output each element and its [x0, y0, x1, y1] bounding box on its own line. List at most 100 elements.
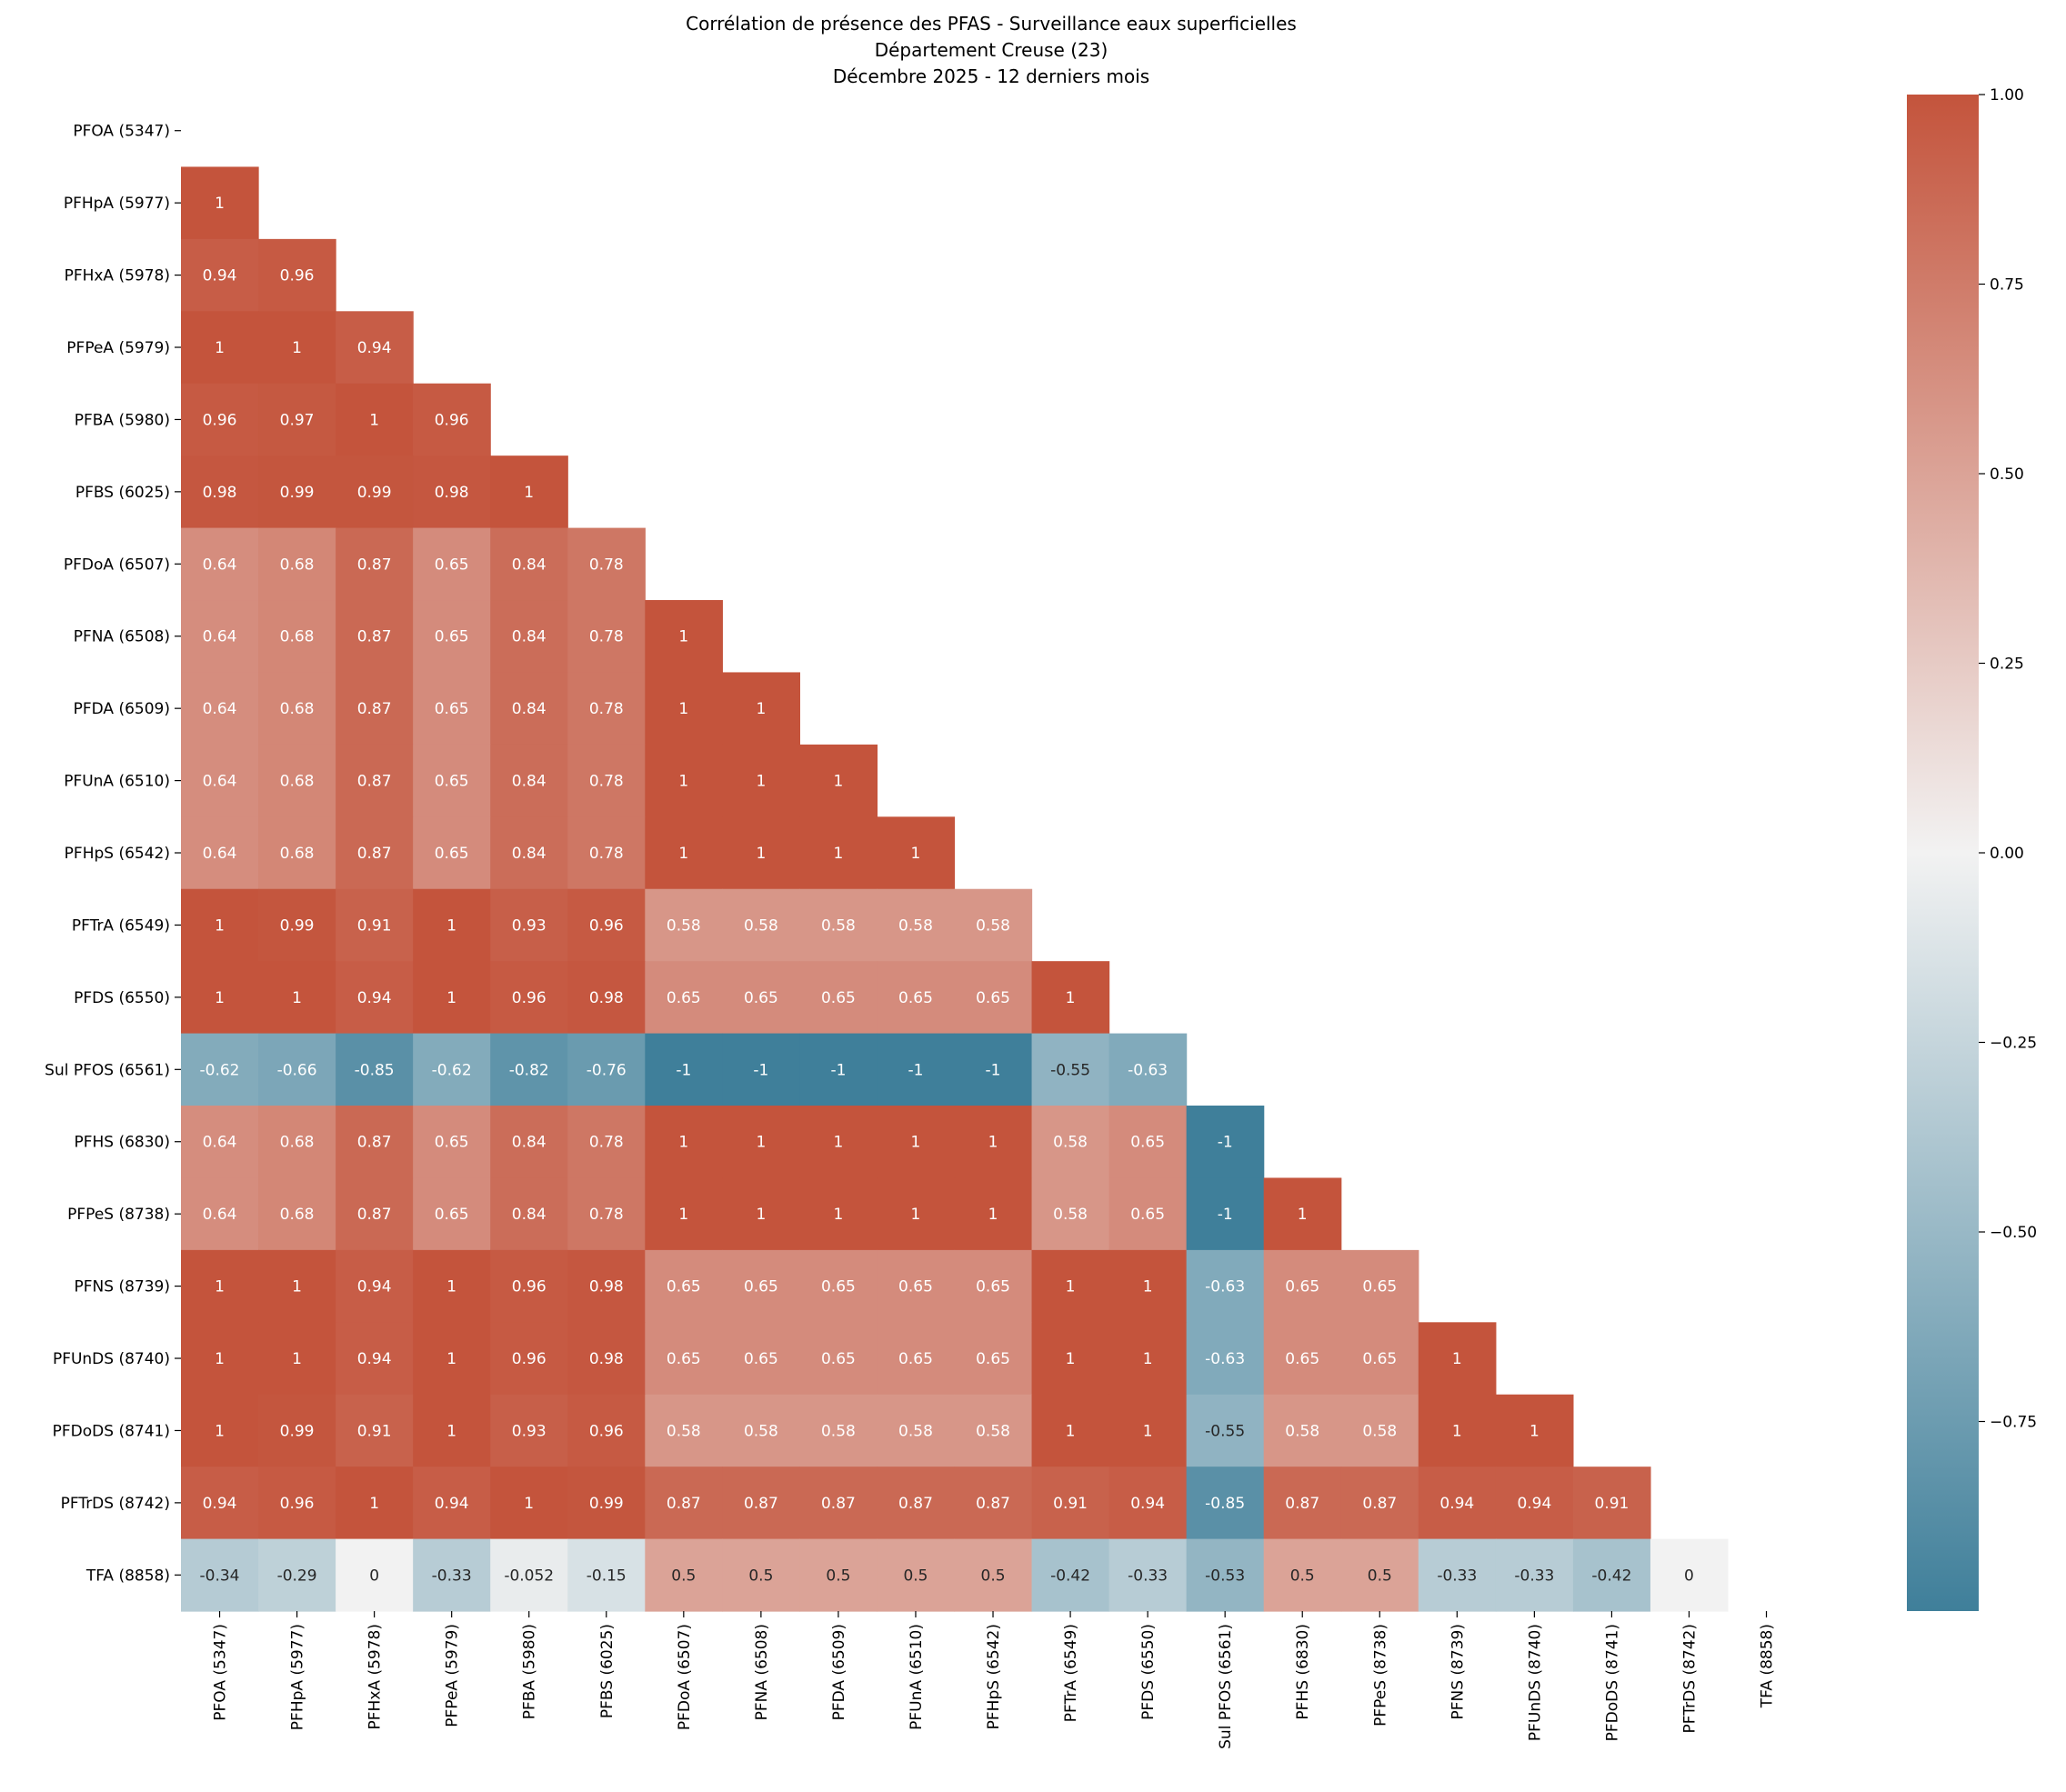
cell-annotation: 0.64 [203, 700, 237, 718]
heatmap-cell [954, 1394, 1033, 1467]
y-tick-label: PFHpA (5977) [64, 195, 170, 213]
cell-annotation: 0.98 [435, 484, 469, 502]
cell-annotation: -0.53 [1205, 1567, 1245, 1585]
cell-annotation: 0.64 [203, 845, 237, 863]
cell-annotation: 0.65 [435, 700, 469, 718]
heatmap-cell [722, 1249, 800, 1323]
cell-annotation: -1 [1218, 1134, 1233, 1152]
heatmap-cell [799, 1322, 878, 1396]
cell-annotation: 0.65 [744, 989, 778, 1007]
cell-annotation: 0.94 [357, 1278, 392, 1296]
colorbar-gradient [1907, 95, 1979, 1611]
cell-annotation: 0.94 [357, 1350, 392, 1368]
cell-annotation: 1 [215, 1278, 225, 1296]
heatmap-cell [722, 888, 800, 962]
heatmap-cell [567, 961, 646, 1035]
cell-annotation: -0.33 [432, 1567, 472, 1585]
cell-annotation: 1 [446, 1278, 456, 1296]
cell-annotation: -1 [830, 1061, 846, 1079]
heatmap-cell [1340, 1249, 1419, 1323]
cell-annotation: 0.91 [357, 1422, 392, 1440]
heatmap-cell [258, 1322, 336, 1396]
heatmap-cell [799, 1033, 878, 1106]
cell-annotation: 0.96 [203, 411, 237, 429]
cell-annotation: 1 [369, 411, 379, 429]
cell-annotation: -1 [753, 1061, 768, 1079]
heatmap-cell [1263, 1249, 1342, 1323]
heatmap-cell [1340, 1467, 1419, 1540]
cell-annotation: 0.94 [203, 1495, 237, 1513]
heatmap-cell [567, 1322, 646, 1396]
heatmap-cell [1031, 1394, 1110, 1467]
heatmap-cell [490, 1394, 568, 1467]
cell-annotation: 0.5 [1290, 1567, 1315, 1585]
colorbar-tick-label: 0.00 [1990, 845, 2024, 863]
heatmap-cell [722, 744, 800, 817]
heatmap-cell [645, 1394, 723, 1467]
heatmap-cell [1031, 1249, 1110, 1323]
cell-annotation: 0.87 [1285, 1495, 1319, 1513]
heatmap-cell [336, 1467, 414, 1540]
heatmap-cell [490, 1106, 568, 1179]
cell-annotation: 0.87 [357, 700, 392, 718]
cell-annotation: 0.99 [280, 1422, 315, 1440]
heatmap-cell [1186, 1394, 1265, 1467]
colorbar-tick-label: −0.25 [1990, 1035, 2037, 1053]
cell-annotation: 0.58 [1053, 1206, 1088, 1224]
heatmap-cell [336, 744, 414, 817]
y-tick-label: Sul PFOS (6561) [45, 1061, 170, 1079]
heatmap-cell [258, 383, 336, 456]
cell-annotation: 0.65 [976, 1278, 1010, 1296]
heatmap-cell [490, 1538, 568, 1612]
cell-annotation: 0.58 [821, 1422, 856, 1440]
y-tick-label: PFBS (6025) [75, 484, 170, 502]
cell-annotation: 0.68 [280, 700, 315, 718]
cell-annotation: 0.84 [512, 1206, 547, 1224]
cell-annotation: 0.94 [1439, 1495, 1474, 1513]
heatmap-cell [413, 383, 491, 456]
cell-annotation: 1 [756, 845, 766, 863]
heatmap-cell [645, 744, 723, 817]
heatmap-cell [799, 744, 878, 817]
heatmap-cell [1031, 1467, 1110, 1540]
heatmap-cell [413, 672, 491, 746]
heatmap-cell [413, 1106, 491, 1179]
heatmap-cell [1340, 1538, 1419, 1612]
heatmap-cell [1263, 1467, 1342, 1540]
heatmap-cell [645, 1177, 723, 1251]
heatmap-cell [413, 1467, 491, 1540]
title-line-1: Corrélation de présence des PFAS - Surve… [686, 13, 1297, 35]
heatmap-cell [722, 1177, 800, 1251]
heatmap-cell [567, 1177, 646, 1251]
heatmap-cell [567, 1249, 646, 1323]
x-tick-label: PFHxA (5978) [366, 1624, 385, 1729]
cell-annotation: 0.96 [589, 916, 624, 935]
y-tick-label: PFHxA (5978) [65, 267, 170, 285]
heatmap-cell [336, 456, 414, 529]
heatmap-cell [336, 311, 414, 385]
cell-annotation: 0.65 [976, 989, 1010, 1007]
heatmap-cell [1495, 1538, 1574, 1612]
x-tick-label: PFHpS (6542) [985, 1624, 1003, 1729]
cell-annotation: 1 [756, 700, 766, 718]
cell-annotation: 0.65 [667, 1350, 701, 1368]
cell-annotation: 1 [215, 989, 225, 1007]
heatmap-cell [258, 961, 336, 1035]
heatmap-cell [413, 816, 491, 890]
heatmap-cell [490, 1177, 568, 1251]
heatmap-cell [181, 961, 259, 1035]
cell-annotation: -0.85 [1205, 1495, 1245, 1513]
heatmap-cell [1572, 1467, 1651, 1540]
cell-annotation: 0.96 [280, 1495, 315, 1513]
cell-annotation: 1 [678, 845, 688, 863]
cell-annotation: -0.63 [1205, 1278, 1245, 1296]
cell-annotation: 0.65 [1130, 1206, 1165, 1224]
cell-annotation: 0.84 [512, 1134, 547, 1152]
cell-annotation: 0.5 [826, 1567, 850, 1585]
heatmap-cell [1108, 1538, 1188, 1612]
cell-annotation: 0.87 [357, 1134, 392, 1152]
heatmap-cell [722, 1322, 800, 1396]
cell-annotation: 0.98 [589, 1350, 624, 1368]
cell-annotation: 0.65 [1285, 1278, 1319, 1296]
colorbar-tick-label: 1.00 [1990, 86, 2024, 105]
